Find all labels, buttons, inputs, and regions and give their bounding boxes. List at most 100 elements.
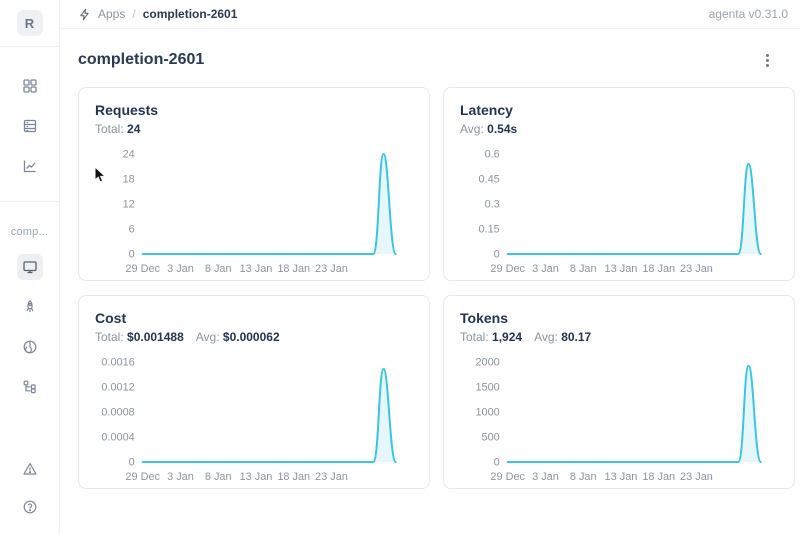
sidebar-item-help[interactable] (17, 494, 43, 520)
stat-label: Total: (95, 122, 124, 136)
svg-text:18: 18 (123, 173, 135, 185)
svg-text:0.0012: 0.0012 (101, 381, 134, 393)
sidebar-app-label: comp... (10, 226, 49, 238)
svg-text:23 Jan: 23 Jan (680, 471, 713, 483)
svg-text:0.0008: 0.0008 (101, 406, 134, 418)
svg-text:0.0004: 0.0004 (101, 431, 134, 443)
sidebar: R (0, 0, 60, 534)
help-circle-icon (22, 499, 38, 515)
page-title: completion-2601 (78, 51, 205, 68)
radar-icon (22, 339, 38, 355)
sidebar-divider (0, 46, 59, 47)
sidebar-item-overview[interactable] (16, 254, 43, 280)
svg-text:0: 0 (129, 248, 135, 260)
sidebar-item-alerts[interactable] (17, 456, 43, 482)
svg-text:8 Jan: 8 Jan (205, 263, 232, 275)
svg-text:3 Jan: 3 Jan (532, 471, 559, 483)
latency-card: Latency Avg: 0.54s 0 0.15 0.3 0.45 0.6 29 Dec… (443, 87, 795, 281)
svg-text:0.15: 0.15 (478, 223, 499, 235)
stat-value: 0.54s (487, 122, 518, 136)
svg-text:13 Jan: 13 Jan (240, 263, 273, 275)
breadcrumb-apps-link[interactable]: Apps (98, 7, 126, 21)
svg-text:3 Jan: 3 Jan (167, 471, 194, 483)
breadcrumb: Apps / completion-2601 (78, 7, 237, 21)
grid-icon (22, 78, 38, 94)
stat-value: $0.001488 (127, 330, 184, 344)
svg-text:8 Jan: 8 Jan (570, 263, 597, 275)
latency-chart[interactable]: 0 0.15 0.3 0.45 0.6 29 Dec 3 Jan 8 Jan 13 Jan 18 … (460, 142, 778, 280)
svg-text:0: 0 (494, 456, 500, 468)
stat-label: Avg: (534, 330, 558, 344)
breadcrumb-separator: / (132, 7, 136, 21)
requests-chart[interactable]: 0 6 12 18 24 29 Dec 3 Jan 8 Jan 13 Jan 18 Jan 23 J… (95, 142, 413, 280)
svg-text:6: 6 (129, 223, 135, 235)
stat-label: Total: (460, 330, 489, 344)
warning-triangle-icon (22, 461, 38, 477)
sidebar-item-deployments[interactable] (17, 294, 43, 320)
svg-text:18 Jan: 18 Jan (642, 471, 675, 483)
svg-text:8 Jan: 8 Jan (205, 471, 232, 483)
server-list-icon (22, 118, 38, 134)
svg-text:29 Dec: 29 Dec (490, 263, 525, 275)
card-title: Tokens (460, 310, 508, 326)
tokens-chart[interactable]: 0 500 1000 1500 2000 29 Dec 3 Jan 8 Jan 13 Jan 18… (460, 350, 778, 488)
stat-value: 80.17 (561, 330, 592, 344)
svg-text:18 Jan: 18 Jan (642, 263, 675, 275)
svg-text:13 Jan: 13 Jan (240, 471, 273, 483)
main-content: completion-2601 Requests Total: 24 0 6 12 1… (60, 29, 800, 534)
svg-text:29 Dec: 29 Dec (125, 263, 160, 275)
sidebar-item-apps[interactable] (17, 73, 43, 99)
kebab-menu-button[interactable] (756, 49, 778, 71)
svg-text:23 Jan: 23 Jan (315, 471, 348, 483)
monitor-icon (22, 259, 38, 275)
requests-card: Requests Total: 24 0 6 12 18 24 29 Dec 3 Jan 8 … (78, 87, 430, 281)
svg-text:0.6: 0.6 (485, 148, 500, 160)
card-title: Latency (460, 102, 513, 118)
stat-label: Avg: (460, 122, 484, 136)
agenta-logo-icon (78, 8, 91, 21)
svg-text:0.0016: 0.0016 (101, 356, 134, 368)
svg-text:12: 12 (123, 198, 135, 210)
stat-label: Total: (95, 330, 124, 344)
svg-text:0: 0 (494, 248, 500, 260)
svg-text:29 Dec: 29 Dec (490, 471, 525, 483)
stat-value: 24 (127, 122, 141, 136)
svg-text:24: 24 (123, 148, 135, 160)
svg-text:0.45: 0.45 (478, 173, 499, 185)
svg-text:0.3: 0.3 (485, 198, 500, 210)
sidebar-item-observability[interactable] (17, 153, 43, 179)
top-bar: Apps / completion-2601 agenta v0.31.0 (60, 0, 800, 29)
svg-text:2000: 2000 (475, 356, 499, 368)
svg-text:18 Jan: 18 Jan (277, 263, 310, 275)
metrics-grid: Requests Total: 24 0 6 12 18 24 29 Dec 3 Jan 8 … (78, 87, 795, 489)
stat-value: 1,924 (492, 330, 523, 344)
svg-text:500: 500 (482, 431, 500, 443)
svg-text:23 Jan: 23 Jan (315, 263, 348, 275)
svg-text:0: 0 (129, 456, 135, 468)
sidebar-divider (0, 201, 59, 202)
app-version: agenta v0.31.0 (708, 7, 788, 21)
sidebar-item-traces[interactable] (17, 374, 43, 400)
sidebar-item-evaluations[interactable] (17, 334, 43, 360)
svg-text:1500: 1500 (475, 381, 499, 393)
stat-label: Avg: (195, 330, 220, 344)
svg-text:29 Dec: 29 Dec (125, 471, 160, 483)
tokens-card: Tokens Total: 1,924 Avg: 80.17 0 500 1000 1… (443, 295, 795, 489)
line-chart-icon (22, 158, 38, 174)
svg-text:18 Jan: 18 Jan (277, 471, 310, 483)
svg-text:3 Jan: 3 Jan (532, 263, 559, 275)
svg-text:23 Jan: 23 Jan (680, 263, 713, 275)
card-title: Requests (95, 102, 159, 118)
svg-text:13 Jan: 13 Jan (605, 471, 638, 483)
sidebar-item-testsets[interactable] (17, 113, 43, 139)
tree-icon (22, 379, 38, 395)
cost-card: Cost Total: $0.001488 Avg: $0.000062 0 0.… (78, 295, 430, 489)
workspace-avatar[interactable]: R (16, 10, 43, 36)
cost-chart[interactable]: 0 0.0004 0.0008 0.0012 0.0016 29 Dec 3 Jan 8 Ja… (95, 350, 413, 488)
svg-text:8 Jan: 8 Jan (570, 471, 597, 483)
card-title: Cost (95, 310, 127, 326)
svg-text:13 Jan: 13 Jan (605, 263, 638, 275)
breadcrumb-current: completion-2601 (142, 7, 238, 21)
rocket-icon (22, 299, 38, 315)
svg-text:1000: 1000 (475, 406, 499, 418)
